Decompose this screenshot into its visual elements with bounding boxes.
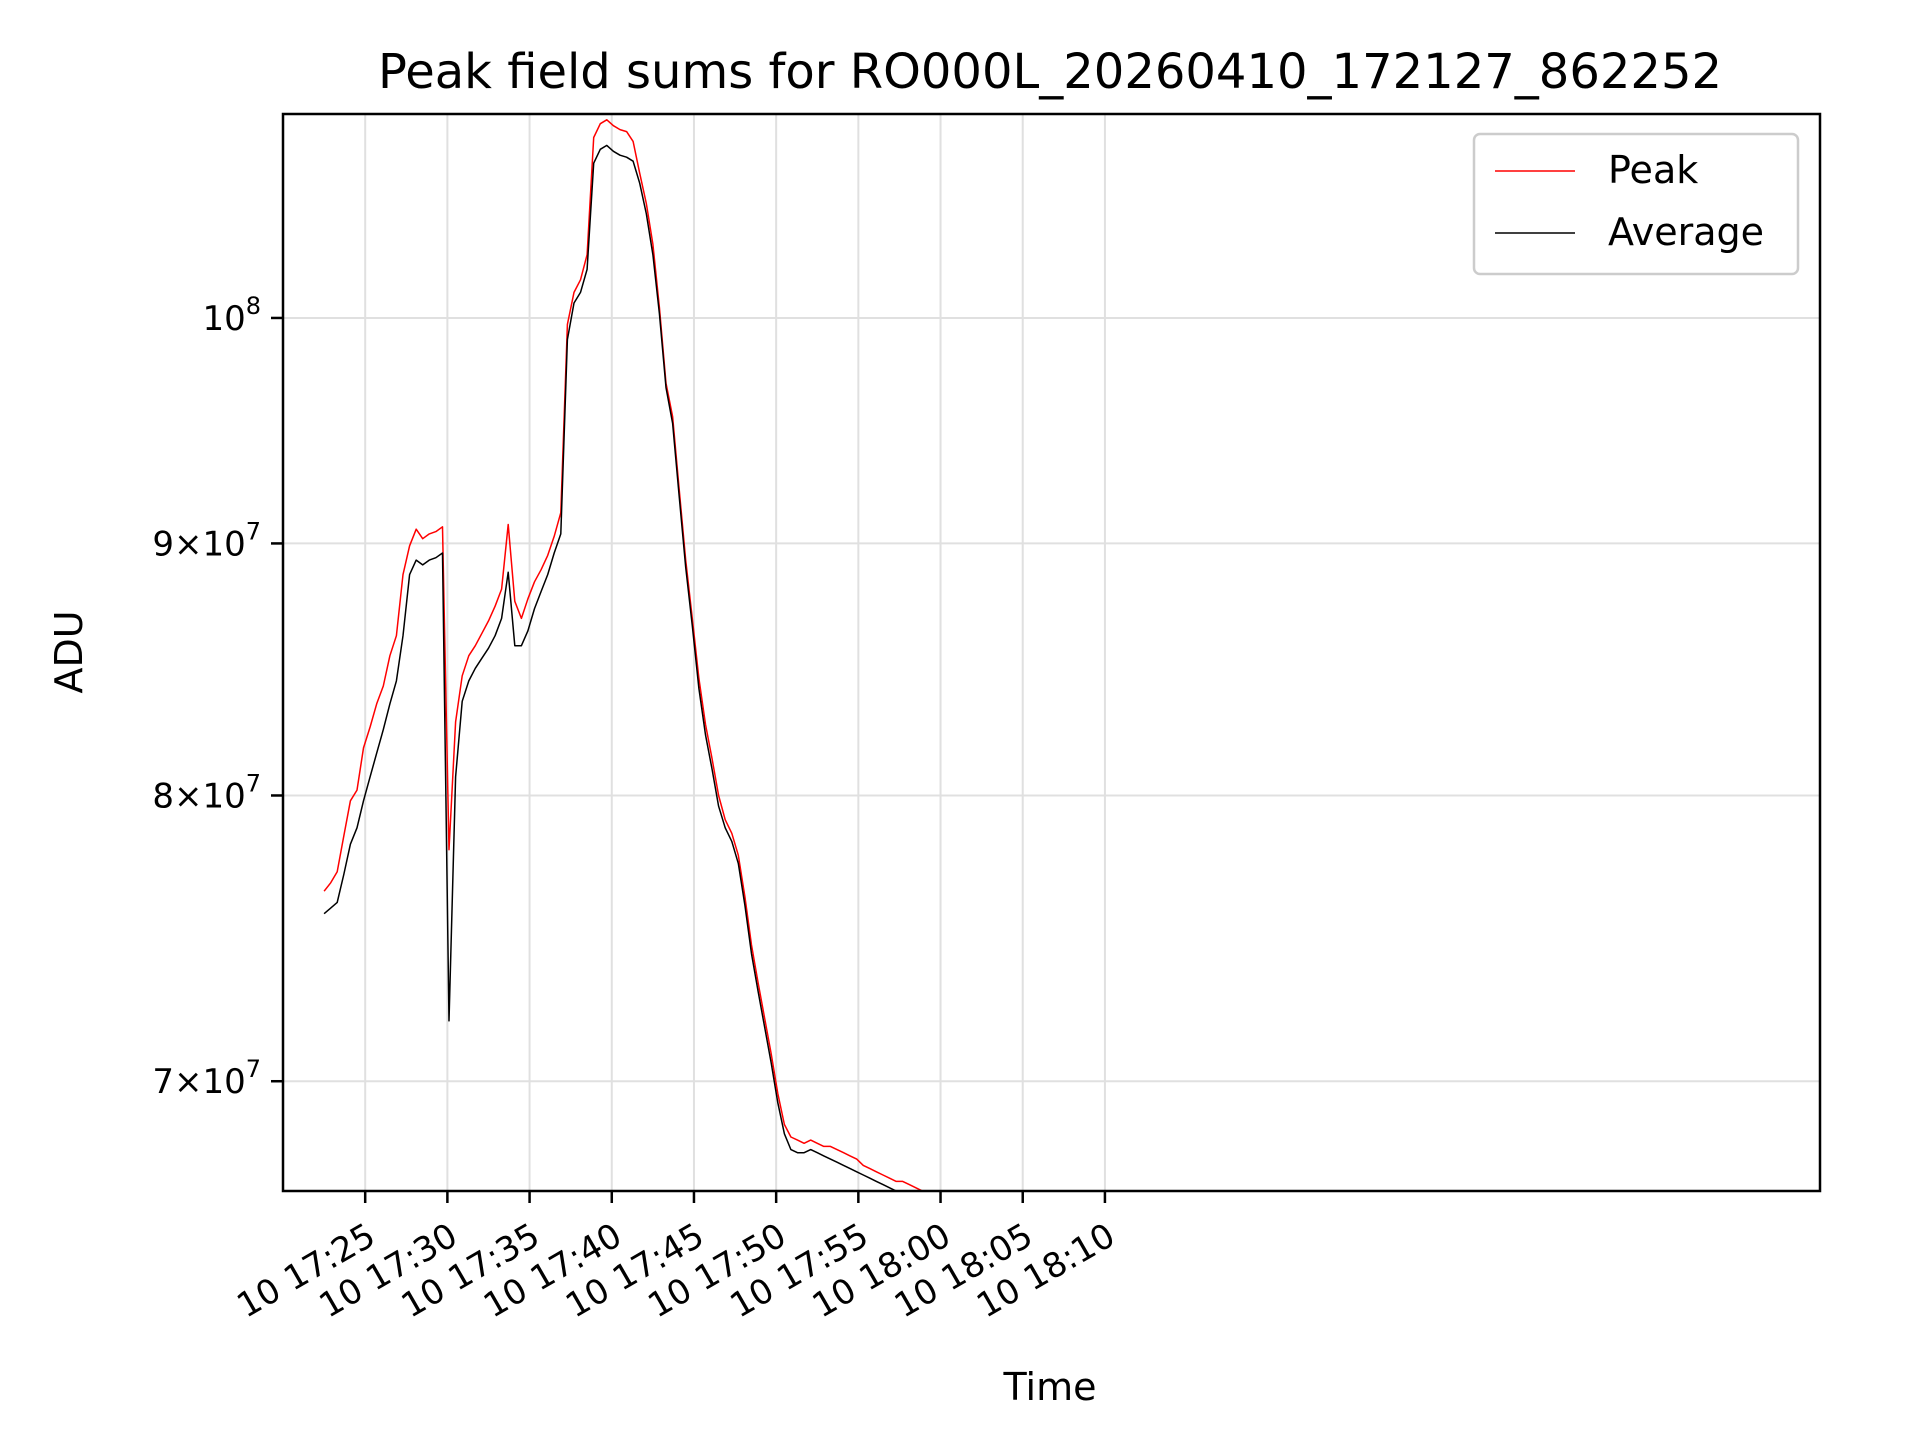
legend-label-peak: Peak: [1608, 148, 1698, 192]
y-tick-label: 7×107: [152, 1055, 261, 1102]
y-tick-label: 8×107: [152, 769, 261, 816]
x-axis-label: Time: [1003, 1365, 1097, 1409]
chart-title: Peak field sums for RO000L_20260410_1721…: [378, 44, 1722, 100]
series-line-peak: [323, 119, 931, 1191]
legend: Peak Average: [1472, 132, 1800, 276]
y-axis-ticks: 7×107 8×107 9×107 108: [152, 292, 283, 1102]
series-area: [323, 119, 931, 1191]
y-tick-label: 108: [202, 292, 261, 339]
grid: [283, 114, 1820, 1191]
legend-box: [1472, 132, 1800, 276]
series-line-average: [323, 144, 905, 1191]
legend-label-average: Average: [1608, 210, 1764, 254]
y-tick-label: 9×107: [152, 517, 261, 564]
plot-frame: [281, 112, 1822, 1193]
y-axis-label: ADU: [47, 610, 91, 693]
